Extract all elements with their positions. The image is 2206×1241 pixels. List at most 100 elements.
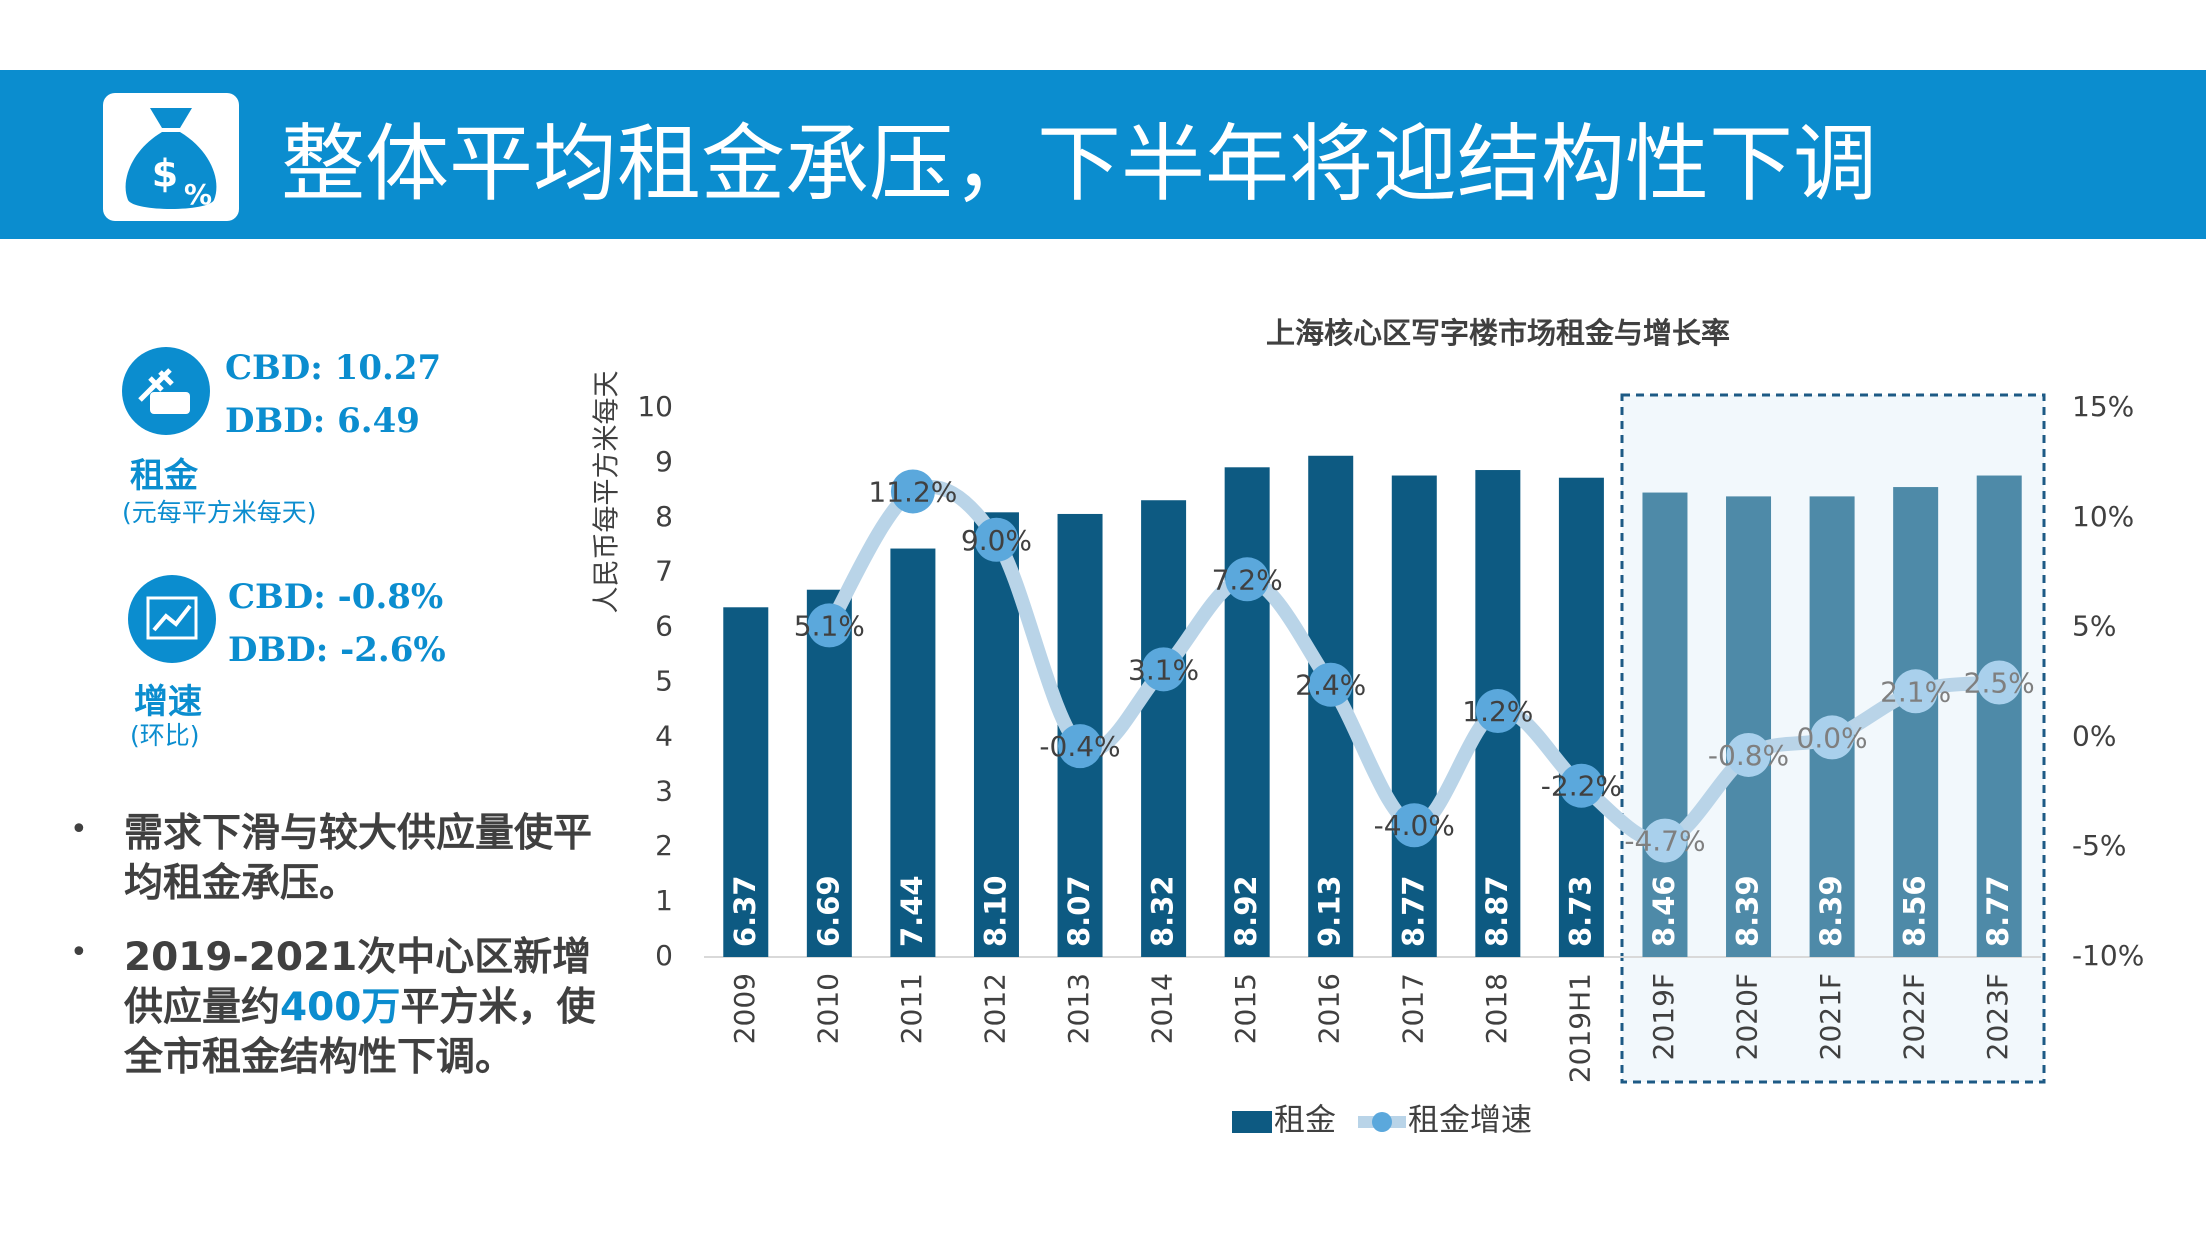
header-band <box>0 70 2206 239</box>
money-bag-icon: $ % <box>125 108 217 211</box>
line-marker <box>1642 818 1687 863</box>
bar-value-label: 8.77 <box>1396 875 1430 947</box>
bar-value-label: 8.46 <box>1647 875 1681 947</box>
x-tick-label: 2019H1 <box>1563 973 1596 1083</box>
y2-tick-label: -10% <box>2072 939 2144 972</box>
legend-swatch <box>1232 1111 1272 1133</box>
bar-value-label: 8.87 <box>1480 875 1514 947</box>
bar-value-label: 8.56 <box>1898 875 1932 947</box>
line-marker <box>1225 557 1270 602</box>
y-tick-label: 7 <box>655 555 673 588</box>
bar <box>890 548 936 957</box>
summary-sublabel: (元每平方米每天) <box>122 498 317 527</box>
line-marker <box>1308 662 1353 707</box>
y-tick-label: 10 <box>637 390 673 423</box>
line-marker <box>1810 715 1855 760</box>
x-tick-label: 2017 <box>1396 973 1429 1044</box>
line-value-label: 0.0% <box>1797 721 1868 754</box>
svg-text:%: % <box>184 178 212 211</box>
line-marker <box>807 603 852 648</box>
y-tick-label: 9 <box>655 445 673 478</box>
bullet-text: 需求下滑与较大供应量使平均租金承压。 <box>124 811 593 906</box>
line-value-label: 1.2% <box>1462 695 1533 728</box>
bar <box>1726 496 1772 957</box>
y-tick-label: 6 <box>655 610 673 643</box>
legend-label: 租金 <box>1274 1103 1336 1139</box>
y2-tick-label: 10% <box>2072 500 2134 533</box>
line-value-label: 2.4% <box>1295 669 1366 702</box>
y-tick-label: 3 <box>655 774 673 807</box>
legend-swatch <box>1372 1112 1392 1132</box>
bar-value-label: 7.44 <box>895 875 929 947</box>
legend-label: 租金增速 <box>1408 1103 1532 1139</box>
y2-tick-label: -5% <box>2072 829 2127 862</box>
x-tick-label: 2015 <box>1229 973 1262 1044</box>
bullet-dot: • <box>70 812 88 847</box>
bar-value-label: 8.07 <box>1062 875 1096 947</box>
line-value-label: 11.2% <box>868 475 957 508</box>
line-marker <box>974 517 1019 562</box>
y-tick-label: 0 <box>655 939 673 972</box>
bar <box>1976 475 2022 957</box>
line-value-label: 2.1% <box>1880 675 1951 708</box>
x-tick-label: 2013 <box>1062 973 1095 1044</box>
line-value-label: -4.0% <box>1374 809 1455 842</box>
bar-value-label: 8.10 <box>978 875 1012 947</box>
y2-tick-label: 15% <box>2072 390 2134 423</box>
x-tick-label: 2023F <box>1981 973 2014 1060</box>
y-tick-label: 1 <box>655 884 673 917</box>
line-marker <box>890 469 935 514</box>
x-tick-label: 2012 <box>978 973 1011 1044</box>
bullet-text: 平方米，使全市租金结构性下调。 <box>124 985 596 1080</box>
line-value-label: 2.5% <box>1964 667 2035 700</box>
line-value-label: 3.1% <box>1128 653 1199 686</box>
bullet: 需求下滑与较大供应量使平均租金承压。 <box>124 809 604 909</box>
svg-text:$: $ <box>152 152 178 196</box>
y-tick-label: 8 <box>655 500 673 533</box>
x-tick-label: 2018 <box>1480 973 1513 1044</box>
summary-line: DBD: -2.6% <box>228 630 446 670</box>
line-value-label: 7.2% <box>1212 563 1283 596</box>
y-axis-label: 人民币每平方米每天 <box>592 371 623 614</box>
x-tick-label: 2020F <box>1731 973 1764 1060</box>
line-value-label: 5.1% <box>794 609 865 642</box>
y2-tick-label: 0% <box>2072 719 2116 752</box>
bar-value-label: 8.77 <box>1981 875 2015 947</box>
line-marker <box>1058 724 1103 769</box>
y-tick-label: 5 <box>655 665 673 698</box>
y-tick-label: 2 <box>655 829 673 862</box>
y2-tick-label: 5% <box>2072 610 2116 643</box>
x-tick-label: 2014 <box>1146 973 1179 1044</box>
growth-icon <box>128 575 216 663</box>
chart-title: 上海核心区写字楼市场租金与增长率 <box>1266 316 1730 350</box>
header-title: 整体平均租金承压，下半年将迎结构性下调 <box>281 115 1877 213</box>
summary-label: 增速 <box>134 682 202 722</box>
bar <box>1391 475 1437 957</box>
bar-value-label: 8.39 <box>1731 875 1765 947</box>
line-marker <box>1559 763 1604 808</box>
line-marker <box>1141 647 1186 692</box>
x-tick-label: 2009 <box>728 973 761 1044</box>
line-value-label: -2.2% <box>1541 770 1622 803</box>
x-tick-label: 2021F <box>1814 973 1847 1060</box>
line-marker <box>1977 660 2022 705</box>
bar-value-label: 8.92 <box>1229 875 1263 947</box>
line-marker <box>1475 689 1520 734</box>
summary-sublabel: (环比) <box>130 721 200 750</box>
summary-label: 租金 <box>130 456 198 496</box>
bar <box>723 607 769 957</box>
bar <box>1558 477 1604 957</box>
bullet: 2019-2021次中心区新增供应量约400万平方米，使全市租金结构性下调。 <box>124 933 604 1083</box>
bar <box>1141 500 1187 957</box>
summary-line: CBD: -0.8% <box>228 577 444 617</box>
bar-value-label: 6.69 <box>811 875 845 947</box>
line-marker <box>1392 803 1437 848</box>
bar-value-label: 9.13 <box>1313 875 1347 947</box>
bar-value-label: 8.73 <box>1563 875 1597 947</box>
bullet-text: 2019-2021次中心区新增供应量约 <box>124 935 592 1030</box>
y-tick-label: 4 <box>655 719 673 752</box>
rent-icon <box>122 347 210 435</box>
summary-line: CBD: 10.27 <box>225 348 442 388</box>
